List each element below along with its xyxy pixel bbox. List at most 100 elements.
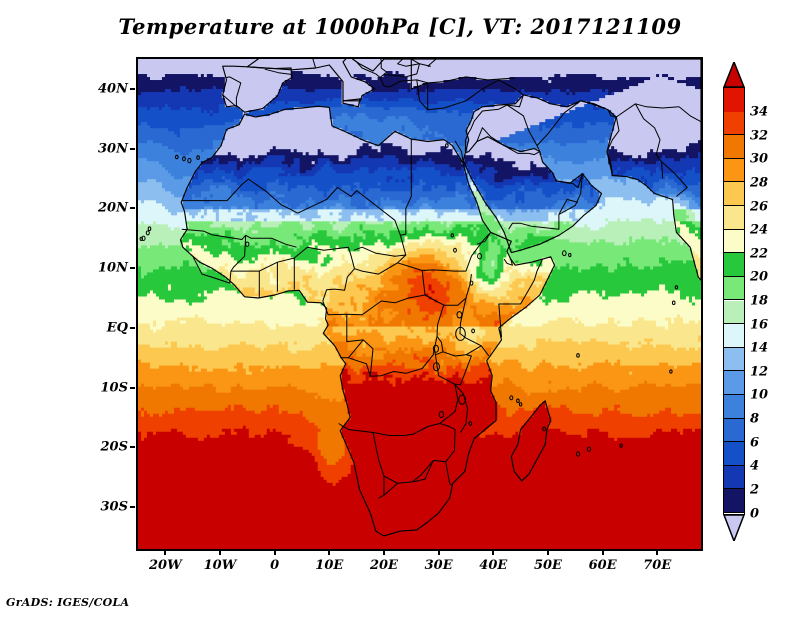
colorbar-band <box>724 135 744 159</box>
x-axis-tick-mark <box>328 550 331 555</box>
border-line <box>476 127 541 156</box>
x-axis-tick-mark <box>437 550 440 555</box>
colorbar-band <box>724 88 744 112</box>
island-or-lake-outline <box>145 230 150 236</box>
colorbar-tick-label: 26 <box>750 199 769 215</box>
colorbar-tick-label: 8 <box>750 411 760 427</box>
colorbar-tick-label: 4 <box>750 458 760 474</box>
y-axis-tick-mark <box>130 267 135 270</box>
border-line <box>503 258 513 266</box>
border-line <box>678 106 701 123</box>
x-axis-tick-mark <box>492 550 495 555</box>
border-line <box>506 104 541 152</box>
colorbar-tick-label: 18 <box>750 293 769 309</box>
y-axis-tick-label: 10N <box>98 260 128 276</box>
colorbar-tick-label: 28 <box>750 175 769 191</box>
x-axis-tick-label: 50E <box>533 558 562 573</box>
border-line <box>222 76 242 108</box>
colorbar-tick-label: 34 <box>750 104 769 120</box>
y-axis-tick-mark <box>130 147 135 150</box>
island-or-lake-outline <box>542 426 547 432</box>
map-plot-area <box>136 57 703 551</box>
island-or-lake-outline <box>458 394 467 405</box>
border-line <box>459 297 467 334</box>
island-or-lake-outline <box>516 398 520 404</box>
x-axis-tick-label: 10W <box>203 558 237 573</box>
y-axis-tick-label: 10S <box>100 380 128 396</box>
y-axis-tick-label: 20N <box>98 200 128 216</box>
colorbar-band <box>724 253 744 277</box>
y-axis-tick-label: 30N <box>98 141 128 157</box>
colorbar-tick-label: 24 <box>750 222 769 238</box>
border-line <box>536 100 581 146</box>
colorbar-tick-label: 22 <box>750 246 769 262</box>
border-line <box>558 198 579 215</box>
border-line <box>353 246 406 257</box>
border-line <box>616 103 680 118</box>
island-or-lake-outline <box>671 300 676 306</box>
colorbar-tick-label: 0 <box>750 506 760 521</box>
colorbar-tick-label: 30 <box>750 151 769 167</box>
colorbar-under-arrow <box>722 514 746 544</box>
border-line <box>351 59 420 101</box>
colorbar-tick-label: 10 <box>750 387 769 403</box>
x-axis-tick-label: 10E <box>315 558 344 573</box>
border-line <box>473 104 508 122</box>
x-axis-tick-mark <box>546 550 549 555</box>
coastlines-and-borders <box>139 59 701 537</box>
x-axis-tick-label: 30E <box>424 558 453 573</box>
border-line <box>346 304 445 377</box>
colorbar-band <box>724 394 744 419</box>
island-or-lake-outline <box>196 155 200 160</box>
island-or-lake-outline <box>575 451 581 457</box>
y-axis-tick-label: EQ <box>106 320 128 336</box>
border-line <box>397 231 491 272</box>
island-or-lake-outline <box>568 252 572 258</box>
x-axis-tick-label: 60E <box>588 558 617 573</box>
x-axis-tick-mark <box>656 550 659 555</box>
colorbar-band <box>724 371 744 395</box>
island-or-lake-outline <box>619 443 623 448</box>
temperature-field-svg <box>138 59 701 549</box>
island-or-lake-outline <box>445 143 449 148</box>
x-axis-tick-mark <box>218 550 221 555</box>
colorbar-band <box>724 206 744 230</box>
island-or-lake-outline <box>432 344 439 353</box>
colorbar-over-arrow <box>722 59 746 88</box>
colorbar-tick-label: 16 <box>750 317 769 333</box>
x-axis-tick-mark <box>273 550 276 555</box>
border-line <box>230 270 260 298</box>
colorbar-band <box>724 418 744 443</box>
x-axis-tick-mark <box>601 550 604 555</box>
border-line <box>181 178 298 214</box>
border-line <box>661 161 688 197</box>
border-line <box>383 63 420 78</box>
colorbar-band <box>724 158 744 183</box>
border-line <box>338 423 413 436</box>
border-line <box>383 482 398 496</box>
x-axis-tick-mark <box>382 550 385 555</box>
x-axis-tick-label: 70E <box>643 558 672 573</box>
island-or-lake-outline <box>432 362 440 372</box>
island-or-lake-outline <box>469 280 474 286</box>
border-line <box>464 120 475 153</box>
island-or-lake-outline <box>674 285 679 290</box>
border-line <box>322 294 426 316</box>
border-line <box>498 258 543 338</box>
coastline-arabia <box>462 136 603 254</box>
colorbar-tick-label: 2 <box>750 482 760 498</box>
border-line <box>412 460 434 482</box>
colorbar-band <box>724 489 744 513</box>
border-line <box>412 423 456 463</box>
x-axis-tick-mark <box>164 550 167 555</box>
colorbar-tick-label: 20 <box>750 269 769 285</box>
y-axis-tick-label: 40N <box>98 81 128 97</box>
y-axis-tick-mark <box>130 326 135 329</box>
border-line <box>454 384 469 433</box>
x-axis-tick-label: 20E <box>369 558 398 573</box>
colorbar-band <box>724 182 744 207</box>
coastline-sicily <box>342 98 361 108</box>
border-line <box>498 79 524 108</box>
island-or-lake-outline <box>471 328 476 334</box>
island-or-lake-outline <box>182 156 186 162</box>
